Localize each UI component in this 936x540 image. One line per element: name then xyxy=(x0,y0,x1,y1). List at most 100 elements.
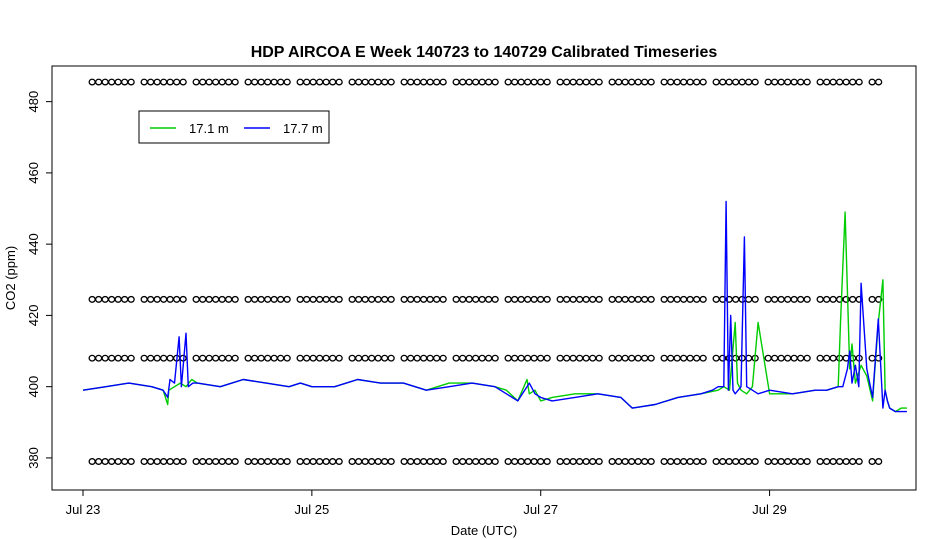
reference-marker xyxy=(212,78,220,86)
reference-marker xyxy=(745,458,753,465)
y-axis: 380 400 420 440 460 480 xyxy=(26,91,52,469)
reference-marker xyxy=(257,295,265,303)
reference-marker xyxy=(530,78,538,86)
reference-marker xyxy=(712,354,720,362)
reference-marker xyxy=(439,78,447,86)
reference-marker xyxy=(491,354,499,362)
reference-marker xyxy=(264,78,272,86)
reference-marker xyxy=(693,458,701,465)
reference-marker xyxy=(647,354,655,362)
reference-marker xyxy=(374,458,382,465)
reference-marker xyxy=(803,354,811,362)
reference-marker xyxy=(244,354,252,362)
reference-marker xyxy=(374,354,382,362)
reference-marker xyxy=(381,78,389,86)
reference-marker xyxy=(771,354,779,362)
reference-marker xyxy=(329,78,337,86)
reference-marker xyxy=(420,295,428,303)
reference-marker xyxy=(738,78,746,86)
reference-marker xyxy=(829,78,837,86)
reference-marker xyxy=(231,458,239,465)
legend-label-17-7m: 17.7 m xyxy=(283,121,323,136)
reference-marker xyxy=(699,458,707,465)
reference-marker xyxy=(400,354,408,362)
reference-marker xyxy=(231,354,239,362)
reference-marker xyxy=(582,458,590,465)
reference-marker xyxy=(771,78,779,86)
reference-marker xyxy=(283,295,291,303)
reference-marker xyxy=(524,354,532,362)
reference-marker xyxy=(491,78,499,86)
reference-marker xyxy=(829,458,837,465)
reference-marker xyxy=(199,458,207,465)
reference-marker xyxy=(153,354,161,362)
reference-marker xyxy=(140,354,148,362)
reference-marker xyxy=(556,354,564,362)
reference-marker xyxy=(576,78,584,86)
reference-marker xyxy=(485,78,493,86)
reference-marker xyxy=(251,458,259,465)
reference-marker xyxy=(108,295,116,303)
reference-marker xyxy=(667,458,675,465)
reference-marker xyxy=(732,78,740,86)
reference-marker xyxy=(127,295,135,303)
reference-marker xyxy=(842,458,850,465)
reference-marker xyxy=(478,354,486,362)
reference-marker xyxy=(348,78,356,86)
reference-marker xyxy=(355,78,363,86)
reference-marker xyxy=(153,458,161,465)
reference-marker xyxy=(875,458,883,465)
reference-marker xyxy=(784,78,792,86)
reference-marker xyxy=(797,354,805,362)
reference-marker xyxy=(413,354,421,362)
reference-marker xyxy=(225,354,233,362)
reference-marker xyxy=(777,354,785,362)
reference-marker xyxy=(803,78,811,86)
reference-marker xyxy=(686,458,694,465)
series-line-17-1m xyxy=(82,211,907,413)
reference-marker xyxy=(816,354,824,362)
reference-marker xyxy=(803,295,811,303)
x-axis-label: Date (UTC) xyxy=(451,523,517,538)
reference-marker xyxy=(283,78,291,86)
reference-marker xyxy=(225,78,233,86)
y-tick-label: 480 xyxy=(26,91,41,113)
reference-marker xyxy=(790,78,798,86)
reference-marker xyxy=(472,354,480,362)
reference-marker xyxy=(485,458,493,465)
reference-marker xyxy=(738,295,746,303)
reference-marker xyxy=(615,78,623,86)
reference-marker xyxy=(160,295,168,303)
reference-marker xyxy=(816,295,824,303)
reference-marker xyxy=(95,354,103,362)
reference-marker xyxy=(517,354,525,362)
reference-marker xyxy=(192,78,200,86)
reference-marker xyxy=(491,295,499,303)
reference-marker xyxy=(699,295,707,303)
reference-marker xyxy=(335,458,343,465)
reference-marker xyxy=(712,295,720,303)
reference-marker xyxy=(836,458,844,465)
reference-marker xyxy=(524,458,532,465)
reference-marker xyxy=(108,458,116,465)
reference-marker xyxy=(569,458,577,465)
reference-marker xyxy=(823,354,831,362)
reference-marker xyxy=(264,354,272,362)
reference-marker xyxy=(517,78,525,86)
reference-marker xyxy=(608,295,616,303)
reference-marker xyxy=(647,458,655,465)
reference-marker xyxy=(543,458,551,465)
reference-marker xyxy=(420,458,428,465)
reference-marker xyxy=(537,458,545,465)
reference-marker xyxy=(348,354,356,362)
reference-marker xyxy=(712,78,720,86)
reference-marker xyxy=(823,458,831,465)
reference-marker xyxy=(166,354,174,362)
reference-marker xyxy=(524,295,532,303)
reference-marker xyxy=(582,295,590,303)
reference-marker xyxy=(504,354,512,362)
reference-marker xyxy=(680,295,688,303)
reference-marker xyxy=(218,295,226,303)
reference-marker xyxy=(771,295,779,303)
reference-marker xyxy=(875,295,883,303)
